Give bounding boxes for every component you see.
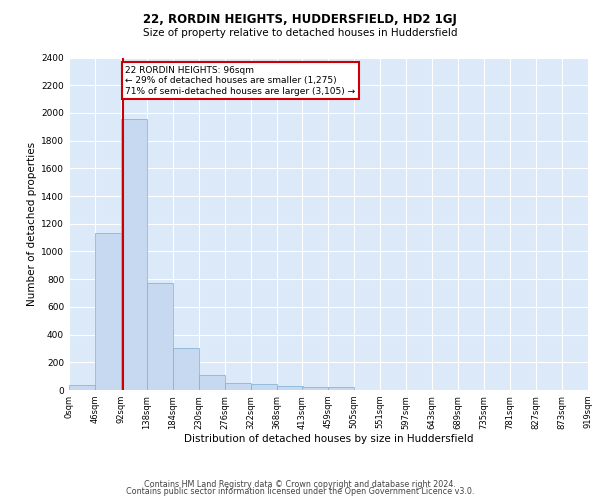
Bar (199, 375, 225, 390)
Y-axis label: Number of detached properties: Number of detached properties (27, 142, 37, 306)
Bar (328, 387, 354, 390)
Bar (95, 233, 121, 390)
Bar (173, 348, 199, 390)
Bar (121, 119, 147, 390)
Text: 22 RORDIN HEIGHTS: 96sqm
← 29% of detached houses are smaller (1,275)
71% of sem: 22 RORDIN HEIGHTS: 96sqm ← 29% of detach… (125, 66, 356, 96)
Bar (225, 383, 251, 390)
X-axis label: Distribution of detached houses by size in Huddersfield: Distribution of detached houses by size … (184, 434, 473, 444)
Text: Contains public sector information licensed under the Open Government Licence v3: Contains public sector information licen… (126, 488, 474, 496)
Bar (277, 386, 303, 390)
Bar (251, 384, 277, 390)
Bar (302, 387, 328, 390)
Text: 22, RORDIN HEIGHTS, HUDDERSFIELD, HD2 1GJ: 22, RORDIN HEIGHTS, HUDDERSFIELD, HD2 1G… (143, 12, 457, 26)
Text: Contains HM Land Registry data © Crown copyright and database right 2024.: Contains HM Land Registry data © Crown c… (144, 480, 456, 489)
Bar (147, 282, 173, 390)
Text: Size of property relative to detached houses in Huddersfield: Size of property relative to detached ho… (143, 28, 457, 38)
Bar (69, 385, 95, 390)
